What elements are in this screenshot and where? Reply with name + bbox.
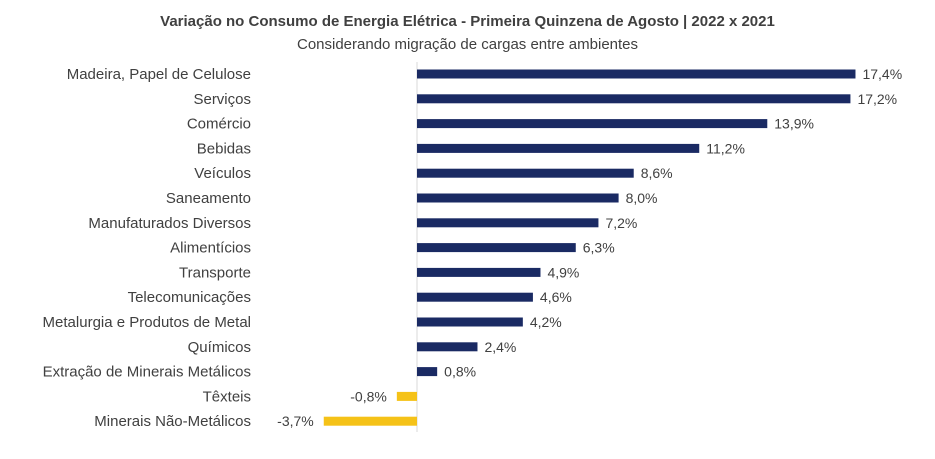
value-label: 7,2% [605, 215, 637, 231]
category-label: Saneamento [166, 190, 251, 207]
bar [396, 391, 417, 401]
value-label: -3,7% [277, 413, 314, 429]
bar [417, 218, 599, 228]
value-label: 11,2% [706, 140, 745, 156]
category-label: Alimentícios [170, 240, 251, 257]
bar [417, 342, 478, 352]
bar [417, 243, 576, 253]
category-label: Metalurgia e Produtos de Metal [43, 314, 251, 331]
chart-title: Variação no Consumo de Energia Elétrica … [160, 13, 775, 30]
category-label: Telecomunicações [128, 289, 251, 306]
bar [417, 292, 533, 302]
value-label: 0,8% [444, 364, 476, 380]
category-label: Madeira, Papel de Celulose [67, 66, 251, 83]
value-label: 8,6% [641, 165, 673, 181]
bar [417, 168, 634, 178]
value-label: 4,6% [540, 289, 572, 305]
bar [417, 143, 700, 153]
category-label: Bebidas [197, 140, 251, 157]
value-label: 4,2% [530, 314, 562, 330]
category-label: Manufaturados Diversos [88, 215, 251, 232]
bar [417, 69, 856, 79]
value-label: 4,9% [547, 264, 579, 280]
value-label: 17,4% [862, 66, 902, 82]
bar [417, 317, 523, 327]
category-label: Minerais Não-Metálicos [94, 413, 251, 430]
bar [417, 267, 541, 277]
category-label: Químicos [188, 339, 251, 356]
value-label: 8,0% [626, 190, 658, 206]
bar [417, 94, 851, 104]
category-label: Têxteis [203, 388, 251, 405]
value-label: 13,9% [774, 116, 814, 132]
value-label: 2,4% [484, 339, 516, 355]
value-label: -0,8% [350, 388, 387, 404]
category-label: Comércio [187, 116, 251, 133]
value-label: 17,2% [857, 91, 897, 107]
chart-subtitle: Considerando migração de cargas entre am… [296, 36, 639, 53]
category-label: Extração de Minerais Metálicos [43, 364, 251, 381]
category-label: Transporte [179, 264, 251, 281]
bar [323, 416, 417, 426]
bar [417, 367, 438, 377]
category-label: Veículos [194, 165, 251, 182]
bar [417, 119, 768, 129]
category-label: Serviços [193, 91, 251, 108]
bar [417, 193, 619, 203]
value-label: 6,3% [583, 240, 615, 256]
